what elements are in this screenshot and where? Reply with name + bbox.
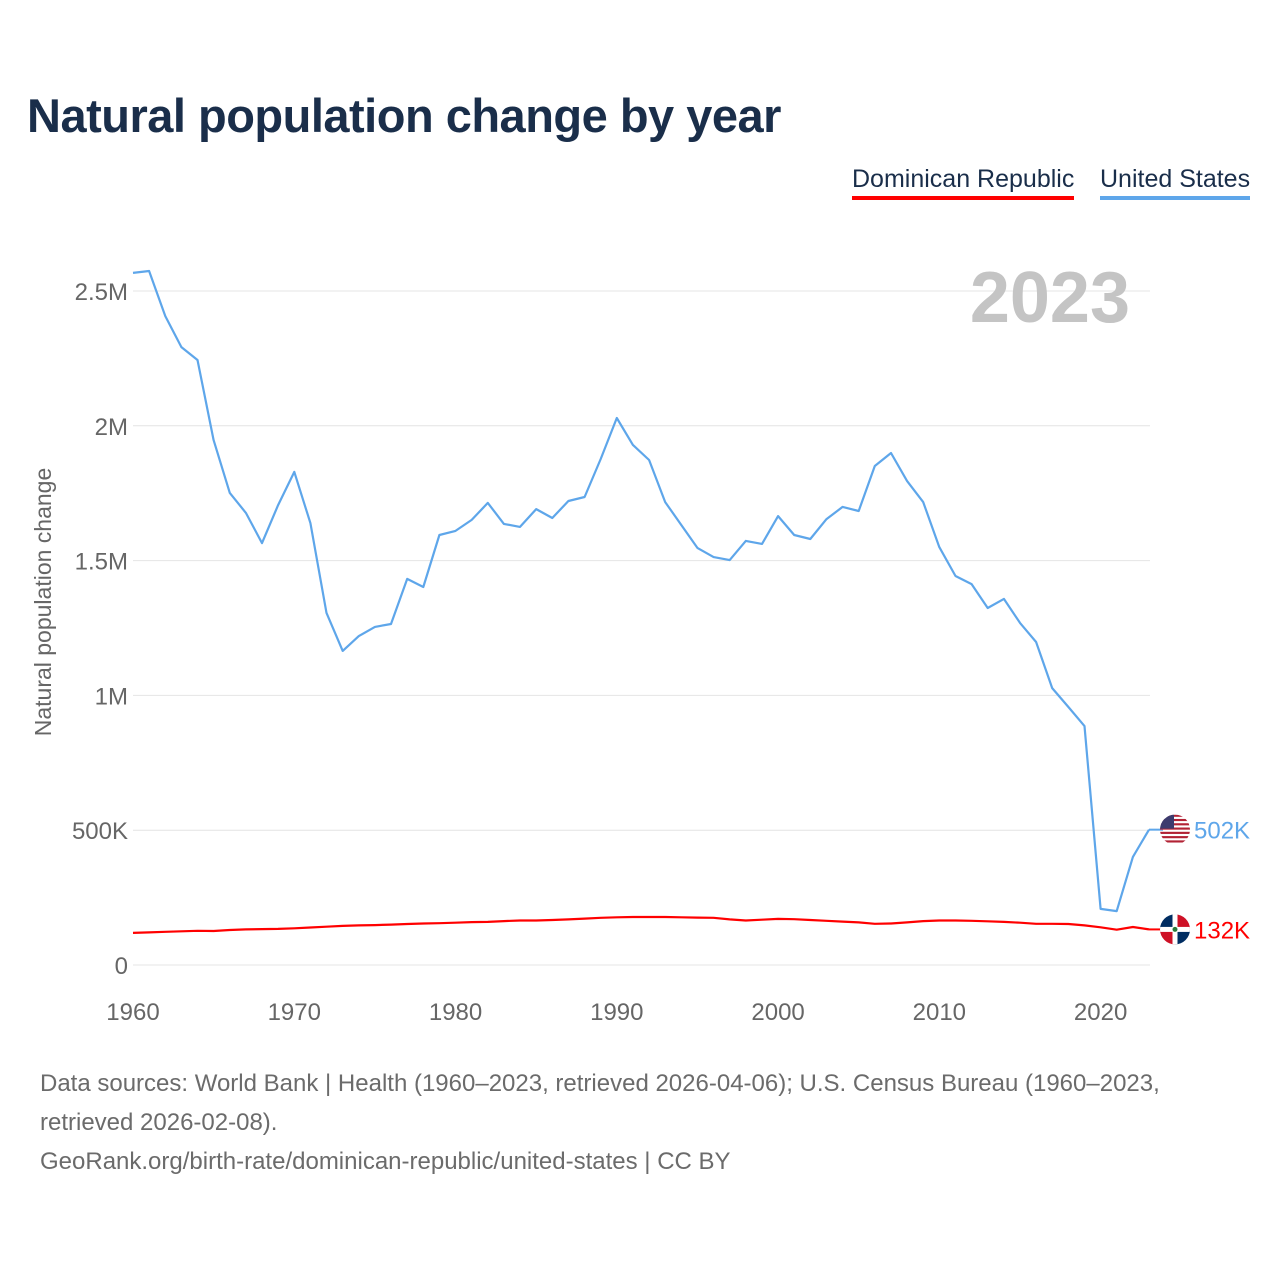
legend-item-dominican-republic[interactable]: Dominican Republic bbox=[852, 165, 1075, 200]
x-tick-label: 1960 bbox=[106, 999, 159, 1026]
source-text: Data sources: World Bank | Health (1960–… bbox=[40, 1070, 1160, 1097]
x-tick-label: 2000 bbox=[751, 999, 804, 1026]
series-line-united-states bbox=[132, 269, 1150, 913]
legend-item-united-states[interactable]: United States bbox=[1100, 165, 1251, 200]
x-tick-label: 2010 bbox=[913, 999, 966, 1026]
source-link[interactable]: GeoRank.org/birth-rate/dominican-republi… bbox=[40, 1148, 731, 1175]
y-tick-label: 0 bbox=[115, 953, 128, 980]
x-tick-label: 1990 bbox=[590, 999, 643, 1026]
dominican-flag-icon bbox=[1160, 914, 1190, 945]
source-text: retrieved 2026-02-08). bbox=[40, 1109, 278, 1136]
y-tick-label: 1.5M bbox=[75, 549, 128, 576]
x-tick-label: 2020 bbox=[1074, 999, 1127, 1026]
end-value-label: 132K bbox=[1194, 917, 1250, 944]
y-tick-label: 2.5M bbox=[75, 279, 128, 306]
us-flag-icon bbox=[1160, 814, 1190, 843]
y-tick-label: 2M bbox=[95, 414, 128, 441]
y-axis-label: Natural population change bbox=[30, 468, 56, 737]
chart-title: Natural population change by year bbox=[27, 89, 781, 142]
x-tick-label: 1980 bbox=[429, 999, 482, 1026]
end-value-label: 502K bbox=[1194, 818, 1250, 845]
year-label: 2023 bbox=[970, 258, 1130, 338]
line-chart: 0 500K 1M 1.5M 2M 2.5M 1960 1970 1980 1990 2000 201… bbox=[30, 258, 1250, 1026]
series-line-dominican-republic bbox=[132, 915, 1150, 934]
y-tick-label: 1M bbox=[95, 683, 128, 710]
y-tick-label: 500K bbox=[72, 818, 128, 845]
x-tick-label: 1970 bbox=[268, 999, 321, 1026]
